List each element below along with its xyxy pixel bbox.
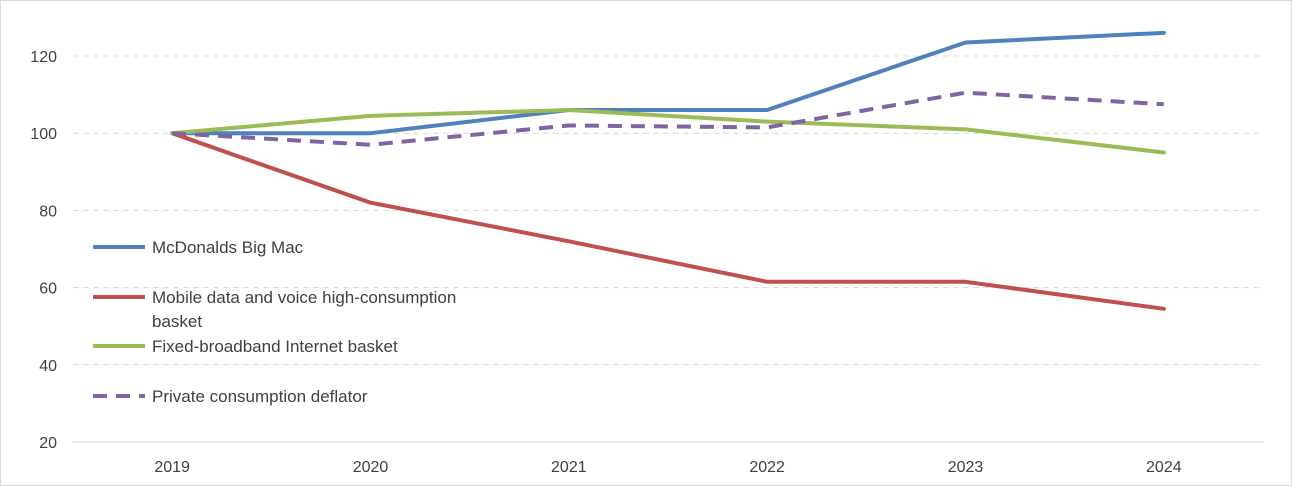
- legend-item-private-consumption-deflator: Private consumption deflator: [93, 387, 368, 406]
- series-line-mcdonalds-big-mac: [170, 30, 1166, 136]
- series-lines: [170, 30, 1166, 311]
- legend: McDonalds Big Mac Mobile data and voice h…: [93, 238, 456, 406]
- x-axis: 2019 2020 2021 2022 2023 2024: [154, 459, 1181, 476]
- y-tick-label: 20: [39, 435, 57, 452]
- legend-label: Private consumption deflator: [152, 387, 368, 406]
- legend-item-mcdonalds-big-mac: McDonalds Big Mac: [93, 238, 304, 257]
- gridlines: [73, 55, 1263, 366]
- legend-label: McDonalds Big Mac: [152, 238, 304, 257]
- series-line-mobile-data-and-voice-high-consumption-basket: [170, 131, 1166, 311]
- y-tick-label: 40: [39, 358, 57, 375]
- legend-label: Fixed-broadband Internet basket: [152, 337, 398, 356]
- x-tick-label: 2021: [551, 459, 587, 476]
- legend-label-line: basket: [152, 312, 202, 331]
- y-axis: 20 40 60 80 100 120: [30, 49, 57, 452]
- legend-item-mobile-data-and-voice-high-consumption-basket: Mobile data and voice high-consumption ba…: [93, 288, 456, 331]
- y-tick-label: 80: [39, 203, 57, 220]
- x-tick-label: 2024: [1146, 459, 1182, 476]
- legend-item-fixed-broadband-internet-basket: Fixed-broadband Internet basket: [93, 337, 398, 356]
- y-tick-label: 100: [30, 126, 57, 143]
- x-tick-label: 2019: [154, 459, 190, 476]
- x-tick-label: 2023: [948, 459, 984, 476]
- y-tick-label: 60: [39, 281, 57, 298]
- x-tick-label: 2022: [749, 459, 785, 476]
- y-tick-label: 120: [30, 49, 57, 66]
- series-line-private-consumption-deflator: [172, 90, 1164, 147]
- x-tick-label: 2020: [353, 459, 389, 476]
- series-line-fixed-broadband-internet-basket: [170, 108, 1166, 155]
- legend-label-line: Mobile data and voice high-consumption: [152, 288, 456, 307]
